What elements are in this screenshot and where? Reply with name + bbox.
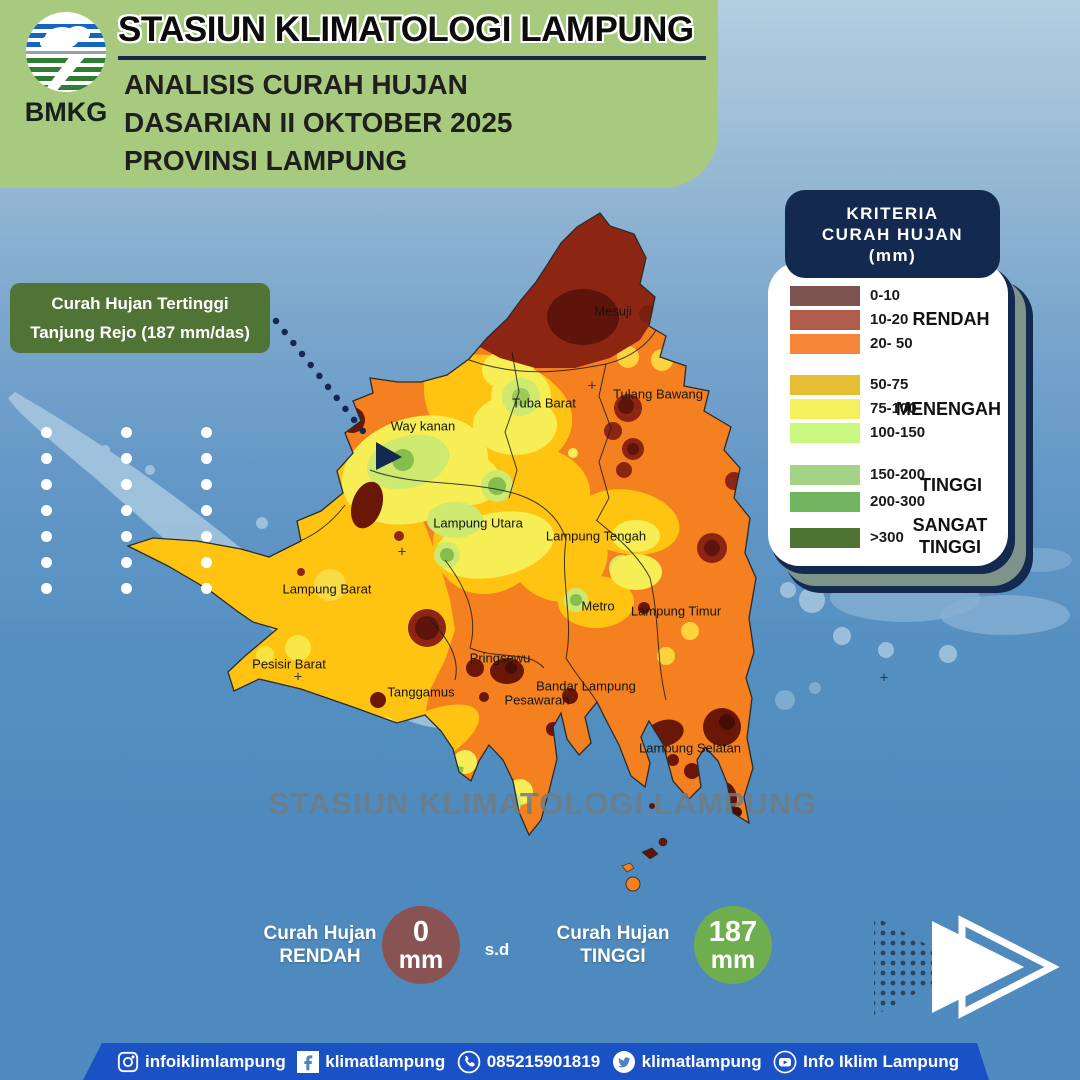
youtube-icon	[773, 1050, 797, 1074]
legend-title-line1: KRITERIA	[846, 204, 939, 223]
low-value: 0	[412, 915, 430, 948]
rainfall-legend: 0-10 10-20 20- 50 50-75 75-100 100-150 1…	[768, 262, 1008, 566]
legend-category-menengah: MENENGAH	[895, 399, 1001, 419]
twitter-handle: klimatlampung	[641, 1051, 762, 1071]
twitter-icon	[612, 1050, 636, 1074]
legend-category-rendah: RENDAH	[912, 309, 990, 329]
dots-pattern	[41, 427, 212, 594]
legend-title: KRITERIA CURAH HUJAN (mm)	[785, 190, 1000, 278]
low-label-line1: Curah Hujan	[263, 923, 377, 944]
high-label-line1: Curah Hujan	[556, 923, 670, 944]
callout-pointer-arrow	[272, 317, 402, 470]
map-label-way-kanan: Way kanan	[390, 418, 456, 434]
footer-twitter[interactable]: klimatlampung	[612, 1050, 762, 1074]
high-rainfall-label: Curah Hujan TINGGI	[557, 922, 670, 968]
graticule-tick: +	[293, 668, 303, 686]
legend-swatch-100-150	[790, 423, 860, 443]
map-label-pesisir-barat: Pesisir Barat	[252, 656, 326, 672]
low-rainfall-value-badge: 0 mm	[382, 906, 460, 984]
high-unit: mm	[710, 945, 756, 974]
legend-swatch-0-10	[790, 286, 860, 306]
legend-title-line2: CURAH HUJAN	[821, 225, 964, 244]
facebook-handle: klimatlampung	[325, 1051, 446, 1071]
subtitle-line1: ANALISIS CURAH HUJAN	[124, 69, 468, 100]
map-label-tulang-bawang: Tulang Bawang	[613, 386, 703, 402]
subtitle-line3: PROVINSI LAMPUNG	[124, 145, 408, 176]
range-separator: s.d	[484, 940, 510, 959]
footer-facebook[interactable]: klimatlampung	[297, 1050, 446, 1073]
legend-range: 200-300	[870, 493, 926, 510]
legend-title-line3: (mm)	[868, 246, 917, 265]
legend-range: 0-10	[870, 287, 901, 304]
footer-youtube[interactable]: Info Iklim Lampung	[773, 1050, 959, 1074]
map-label-tuba-barat: Tuba Barat	[512, 395, 576, 411]
map-label-lampung-timur: Lampung Timur	[630, 603, 722, 619]
header-panel: BMKG STASIUN KLIMATOLOGI LAMPUNG ANALISI…	[0, 0, 718, 188]
legend-swatch-150-200	[790, 465, 860, 485]
legend-swatch-20-50	[790, 334, 860, 354]
legend-swatch-10-20	[790, 310, 860, 330]
small-islands	[621, 803, 668, 892]
legend-range: 10-20	[870, 311, 909, 328]
graticule-tick: +	[397, 543, 407, 561]
bmkg-logo-icon	[26, 12, 106, 92]
high-label-line2: TINGGI	[580, 946, 646, 967]
graticule-tick: +	[879, 669, 889, 687]
map-label-lampung-tengah: Lampung Tengah	[545, 528, 647, 544]
legend-swatch-75-100	[790, 399, 860, 419]
low-unit: mm	[398, 945, 444, 974]
map-label-tanggamus: Tanggamus	[387, 684, 455, 700]
map-label-lampung-barat: Lampung Barat	[282, 581, 372, 597]
footer-phone[interactable]: 085215901819	[457, 1050, 600, 1074]
legend-range: >300	[870, 529, 904, 546]
legend-swatch-200-300	[790, 492, 860, 512]
next-arrows-graphic	[874, 915, 1060, 1019]
callout-location: Tanjung Rejo (187 mm/das)	[30, 323, 250, 342]
map-label-lampung-utara: Lampung Utara	[433, 515, 523, 531]
graticule-tick: +	[587, 377, 597, 395]
map-watermark: STASIUN KLIMATOLOGI LAMPUNG	[268, 786, 818, 821]
legend-range: 20- 50	[870, 335, 913, 352]
low-rainfall-label: Curah Hujan RENDAH	[264, 922, 377, 968]
instagram-handle: infoiklimlampung	[145, 1051, 286, 1071]
page-subtitle: ANALISIS CURAH HUJAN DASARIAN II OKTOBER…	[124, 66, 512, 180]
legend-range: 75-100	[870, 400, 917, 417]
legend-range: 150-200	[870, 466, 926, 483]
map-label-pesawaran: Pesawaran	[504, 692, 570, 708]
legend-category-sangat-tinggi: SANGAT TINGGI	[912, 515, 988, 557]
callout-title: Curah Hujan Tertinggi	[51, 294, 229, 313]
map-label-pringsewu: Pringsewu	[469, 650, 531, 666]
legend-range: 100-150	[870, 424, 926, 441]
map-label-mesuji: Mesuji	[594, 303, 632, 319]
footer-bar: infoiklimlampung klimatlampung 085215901…	[83, 1043, 989, 1080]
instagram-icon	[117, 1051, 139, 1073]
high-rainfall-value-badge: 187 mm	[694, 906, 772, 984]
facebook-icon	[297, 1050, 320, 1073]
phone-icon	[457, 1050, 481, 1074]
legend-swatch-50-75	[790, 375, 860, 395]
map-label-lampung-selatan: Lampung Selatan	[639, 740, 741, 756]
legend-swatch-300	[790, 528, 860, 548]
title-underline	[118, 56, 706, 60]
bmkg-logo: BMKG	[24, 10, 108, 128]
legend-range: 50-75	[870, 376, 909, 393]
footer-instagram[interactable]: infoiklimlampung	[117, 1051, 286, 1073]
subtitle-line2: DASARIAN II OKTOBER 2025	[124, 107, 513, 138]
legend-category-tinggi: TINGGI	[920, 475, 982, 495]
low-label-line2: RENDAH	[279, 946, 361, 967]
district-borders	[299, 329, 667, 703]
youtube-channel: Info Iklim Lampung	[803, 1051, 959, 1071]
highest-rainfall-callout: Curah Hujan Tertinggi Tanjung Rejo (187 …	[10, 283, 270, 353]
bmkg-logo-text: BMKG	[24, 97, 108, 127]
phone-number: 085215901819	[486, 1051, 601, 1071]
high-value: 187	[708, 915, 758, 948]
map-label-bandar-lampung: Bandar Lampung	[536, 678, 636, 694]
map-label-metro: Metro	[581, 598, 615, 614]
page-title: STASIUN KLIMATOLOGI LAMPUNG	[118, 10, 694, 49]
